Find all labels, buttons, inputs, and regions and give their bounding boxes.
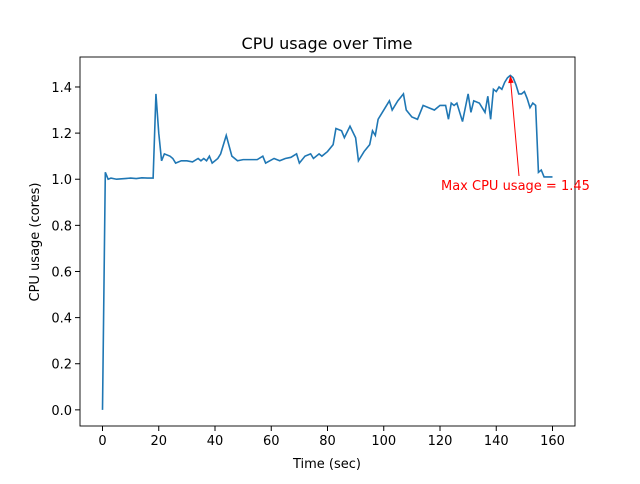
annotation-arrow [509, 77, 520, 177]
x-axis-label: Time (sec) [292, 457, 361, 472]
y-tick-label: 1.0 [51, 173, 72, 188]
x-tick-label: 80 [319, 434, 336, 449]
annotation-arrowhead [508, 75, 514, 84]
y-tick-label: 0.6 [51, 265, 72, 280]
x-tick-label: 100 [371, 434, 396, 449]
y-tick-label: 0.8 [51, 219, 72, 234]
x-tick-label: 20 [150, 434, 167, 449]
y-tick-label: 0.2 [51, 358, 72, 373]
x-tick-label: 0 [98, 434, 106, 449]
x-tick-label: 140 [484, 434, 509, 449]
y-tick-label: 1.4 [51, 81, 72, 96]
x-tick-label: 40 [207, 434, 224, 449]
x-tick-label: 60 [263, 434, 280, 449]
chart-title: CPU usage over Time [242, 34, 413, 53]
x-tick-label: 160 [540, 434, 565, 449]
y-tick-label: 1.2 [51, 127, 72, 142]
x-tick-label: 120 [428, 434, 453, 449]
plot-frame [79, 56, 576, 427]
annotation-text: Max CPU usage = 1.45 [441, 179, 590, 194]
data-line [101, 74, 553, 410]
y-axis-label: CPU usage (cores) [28, 183, 43, 302]
y-tick-label: 0.0 [51, 404, 72, 419]
y-tick-label: 0.4 [51, 312, 72, 327]
